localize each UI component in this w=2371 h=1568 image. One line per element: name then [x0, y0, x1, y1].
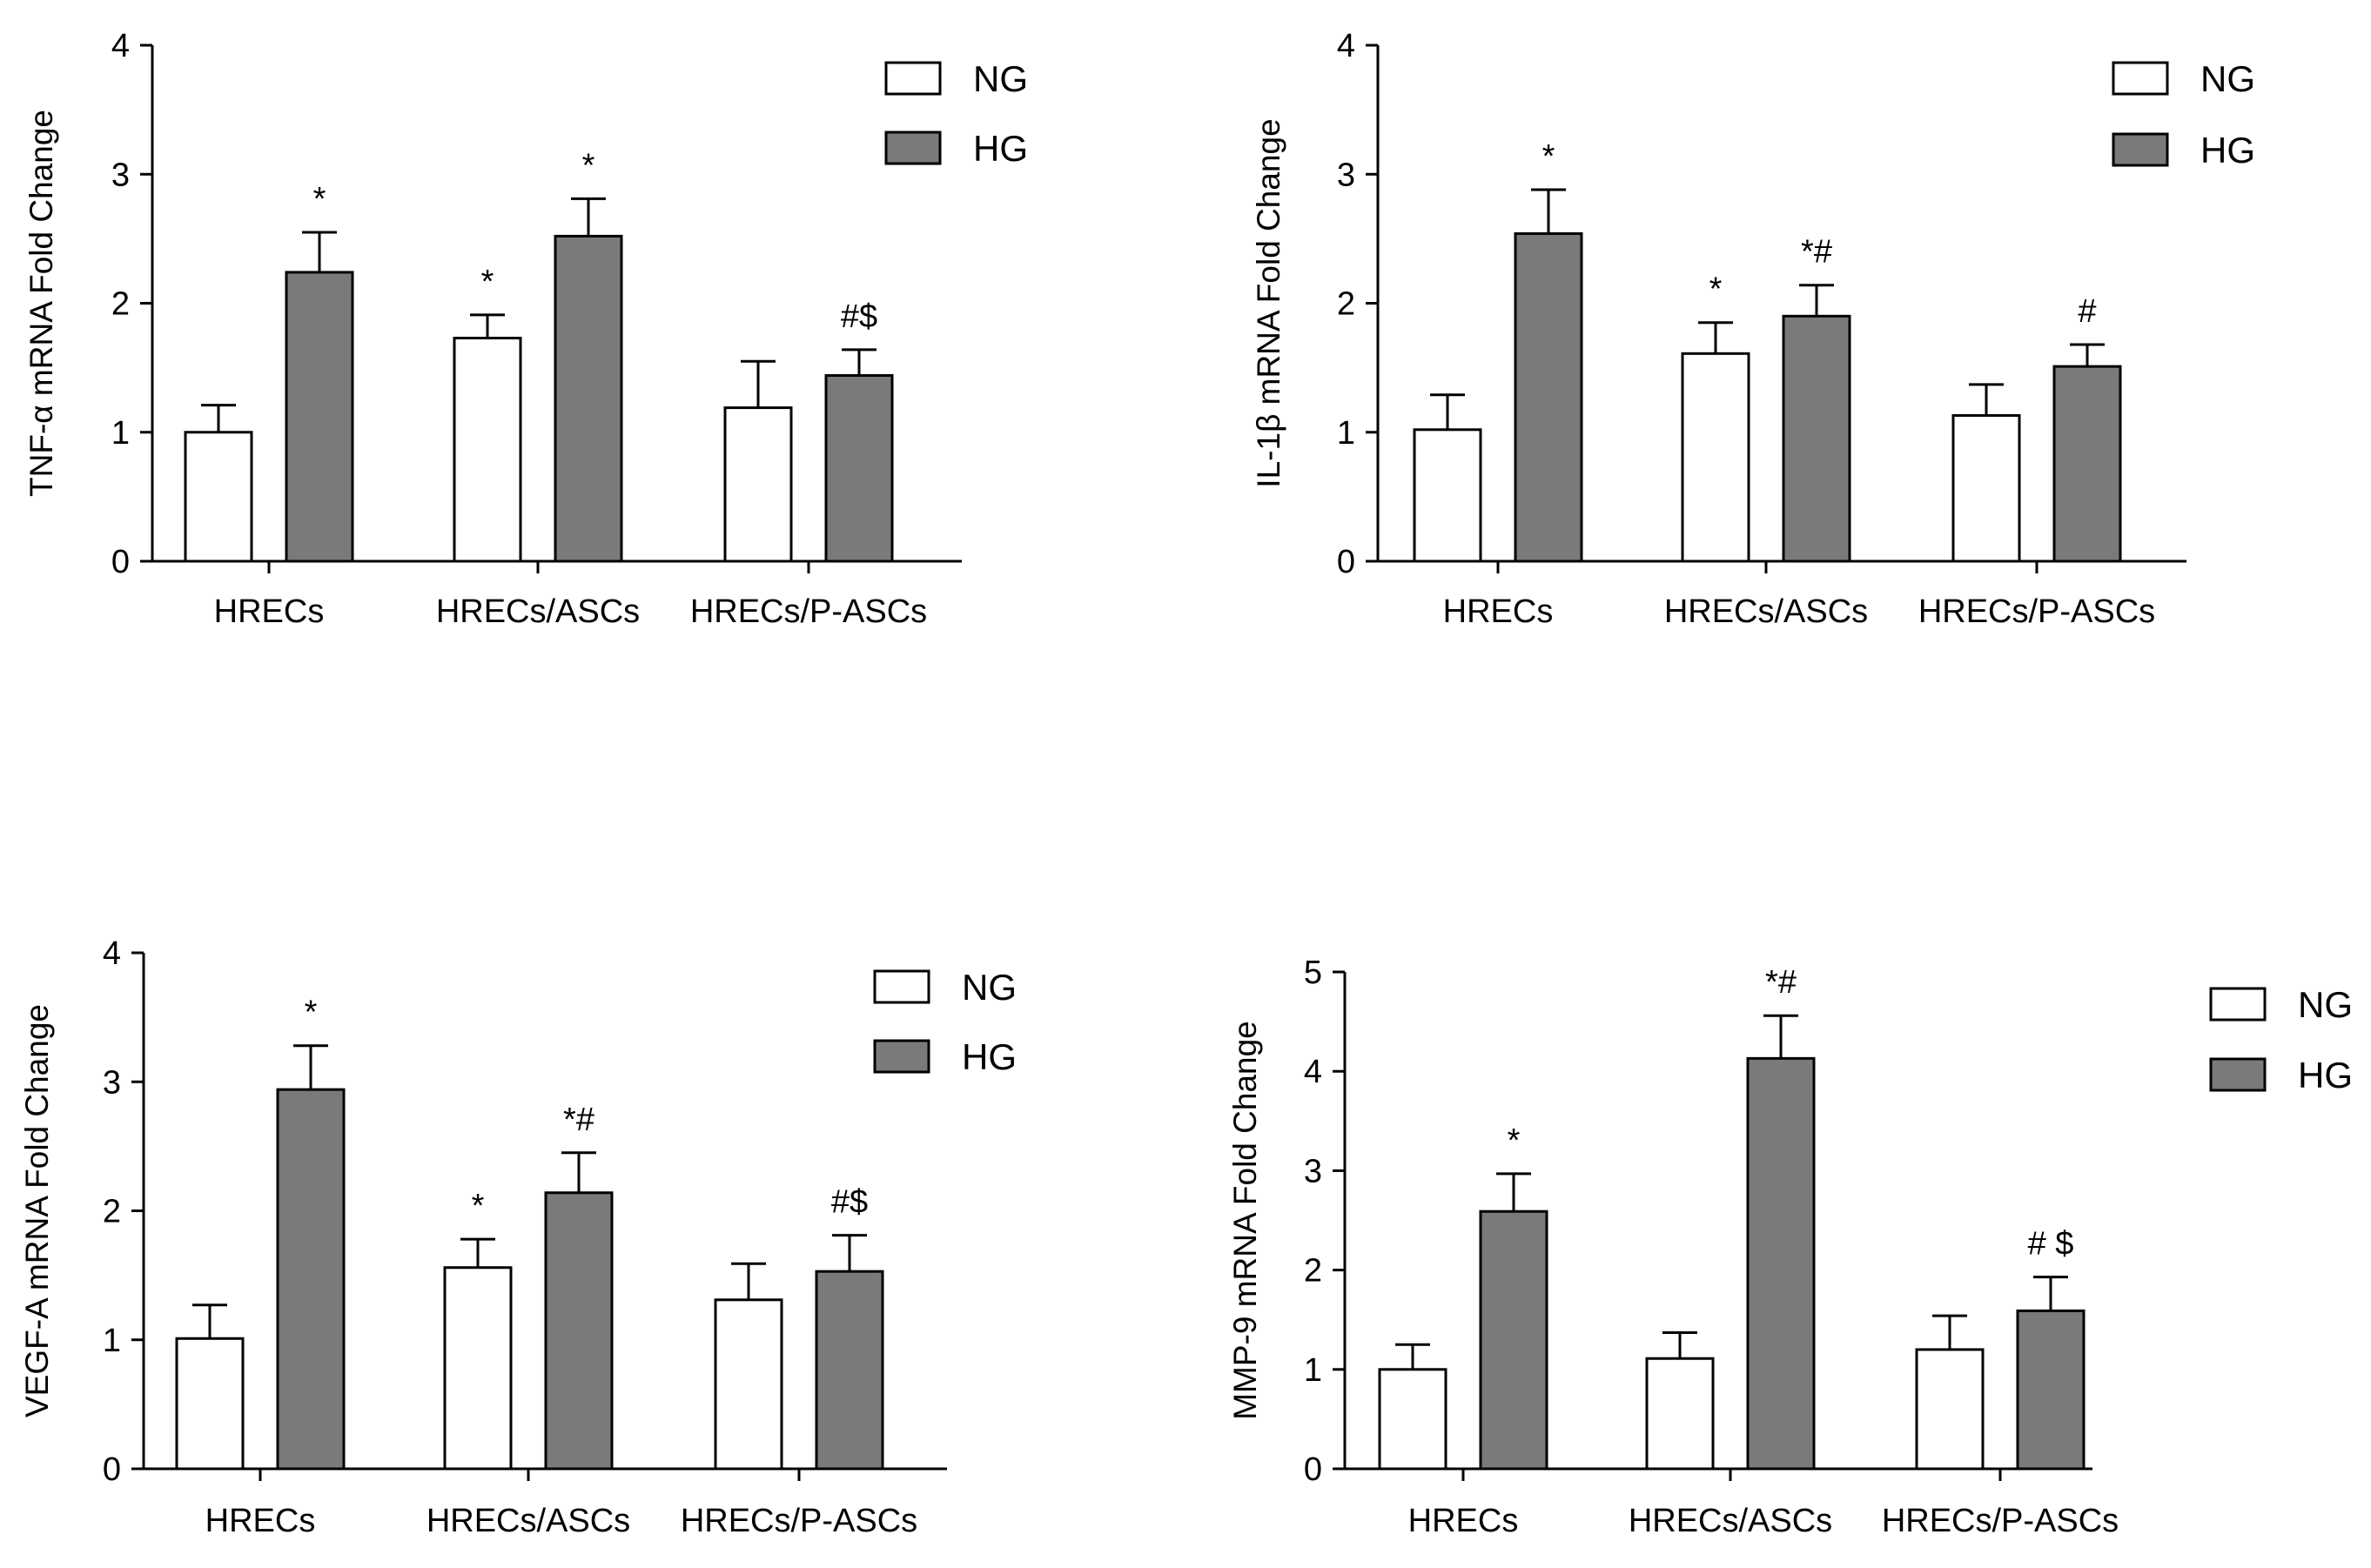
bar-hg — [1782, 314, 1851, 563]
bar-hg — [824, 374, 894, 563]
legend-swatch-ng — [873, 969, 930, 1004]
x-tick-label: HRECs — [205, 1503, 316, 1539]
legend-swatch-ng — [2112, 61, 2169, 96]
bar-hg — [2016, 1309, 2086, 1471]
legend-swatch-hg — [884, 131, 942, 165]
y-tick-label: 3 — [1337, 157, 1355, 193]
y-axis-title: IL-1β mRNA Fold Change — [1251, 118, 1286, 487]
bar-hg — [554, 234, 623, 563]
legend-label-ng: NG — [2298, 984, 2353, 1025]
significance-label: * — [582, 147, 595, 184]
bar-ng — [1915, 1348, 1985, 1471]
legend-label-ng: NG — [973, 58, 1028, 99]
y-tick-label: 1 — [1304, 1352, 1322, 1389]
significance-label: # — [2078, 293, 2096, 330]
bar-hg — [815, 1270, 884, 1471]
y-tick-label: 5 — [1304, 955, 1322, 991]
y-axis-title: MMP-9 mRNA Fold Change — [1227, 1021, 1263, 1420]
y-tick-label: 0 — [103, 1451, 121, 1488]
y-tick-label: 1 — [103, 1323, 121, 1359]
chart-panel-3: 0 1 2 3 4 VEGF-A mRNA Fold Change HRECs * HRECs/… — [19, 935, 1017, 1539]
x-tick-label: HRECs — [214, 593, 325, 630]
y-tick-label: 4 — [111, 28, 130, 64]
legend-swatch-ng — [884, 61, 942, 96]
y-tick-label: 4 — [103, 935, 121, 972]
y-tick-label: 3 — [111, 157, 130, 193]
y-tick-label: 2 — [1304, 1253, 1322, 1290]
bar-hg — [285, 271, 354, 563]
x-tick-label: HRECs — [1443, 593, 1554, 630]
y-tick-label: 3 — [1304, 1153, 1322, 1189]
bar-hg — [544, 1191, 614, 1471]
y-tick-label: 0 — [1304, 1451, 1322, 1488]
bar-hg — [1746, 1056, 1816, 1471]
significance-label: *# — [1801, 234, 1832, 271]
chart-panel-4: 0 1 2 3 4 5 MMP-9 mRNA Fold Change HRECs * HRECs/… — [1227, 955, 2353, 1539]
significance-label: * — [1709, 271, 1723, 308]
y-tick-label: 4 — [1304, 1054, 1322, 1090]
legend-swatch-ng — [2209, 987, 2267, 1022]
significance-label: * — [313, 181, 326, 218]
y-tick-label: 2 — [111, 286, 130, 323]
bar-ng — [723, 406, 793, 563]
legend-label-ng: NG — [2200, 58, 2255, 99]
bar-ng — [1951, 413, 2021, 563]
chart-panel-2: 0 1 2 3 4 IL-1β mRNA Fold Change HRECs * HRECs/A… — [1251, 28, 2255, 630]
bar-ng — [184, 431, 253, 563]
legend-label-hg: HG — [2200, 130, 2255, 171]
bar-ng — [1645, 1357, 1715, 1471]
legend-swatch-hg — [873, 1039, 930, 1074]
legend-swatch-hg — [2112, 132, 2169, 167]
chart-panel-1: 0 1 2 3 4 TNF-α mRNA Fold Change HRECs * HRECs/A… — [24, 28, 1028, 630]
bar-hg — [276, 1088, 346, 1471]
significance-label: * — [305, 995, 318, 1031]
bar-hg — [1479, 1210, 1548, 1471]
y-tick-label: 4 — [1337, 28, 1355, 64]
bar-ng — [714, 1298, 783, 1471]
y-axis-title: TNF-α mRNA Fold Change — [24, 110, 59, 497]
bar-ng — [1378, 1368, 1447, 1471]
x-tick-label: HRECs/ASCs — [1664, 593, 1868, 630]
bar-ng — [175, 1337, 245, 1471]
significance-label: *# — [563, 1102, 594, 1138]
legend-label-hg: HG — [962, 1036, 1017, 1077]
y-tick-label: 0 — [1337, 544, 1355, 580]
legend-label-hg: HG — [973, 128, 1028, 169]
y-tick-label: 3 — [103, 1064, 121, 1101]
x-tick-label: HRECs — [1408, 1503, 1519, 1539]
bar-ng — [443, 1266, 513, 1471]
legend-label-ng: NG — [962, 967, 1017, 1008]
significance-label: * — [472, 1188, 485, 1224]
bar-ng — [1413, 428, 1482, 563]
significance-label: #$ — [831, 1184, 868, 1221]
x-tick-label: HRECs/ASCs — [427, 1503, 630, 1539]
y-tick-label: 2 — [1337, 286, 1355, 323]
bar-hg — [2052, 365, 2122, 563]
bar-ng — [1681, 352, 1750, 563]
significance-label: #$ — [841, 298, 877, 335]
y-tick-label: 1 — [1337, 415, 1355, 452]
significance-label: * — [1542, 138, 1555, 175]
significance-label: * — [1508, 1122, 1521, 1159]
x-tick-label: HRECs/P-ASCs — [1918, 593, 2155, 630]
x-tick-label: HRECs/ASCs — [436, 593, 640, 630]
bar-hg — [1514, 231, 1583, 563]
y-tick-label: 1 — [111, 415, 130, 452]
legend-swatch-hg — [2209, 1057, 2267, 1092]
y-tick-label: 2 — [103, 1194, 121, 1230]
x-tick-label: HRECs/P-ASCs — [681, 1503, 917, 1539]
x-tick-label: HRECs/P-ASCs — [1882, 1503, 2119, 1539]
bar-ng — [453, 337, 522, 563]
y-tick-label: 0 — [111, 544, 130, 580]
legend-label-hg: HG — [2298, 1055, 2353, 1096]
x-tick-label: HRECs/ASCs — [1629, 1503, 1832, 1539]
significance-label: * — [481, 264, 494, 300]
significance-label: # $ — [2028, 1226, 2074, 1263]
significance-label: *# — [1765, 964, 1797, 1001]
y-axis-title: VEGF-A mRNA Fold Change — [19, 1004, 55, 1417]
x-tick-label: HRECs/P-ASCs — [690, 593, 927, 630]
